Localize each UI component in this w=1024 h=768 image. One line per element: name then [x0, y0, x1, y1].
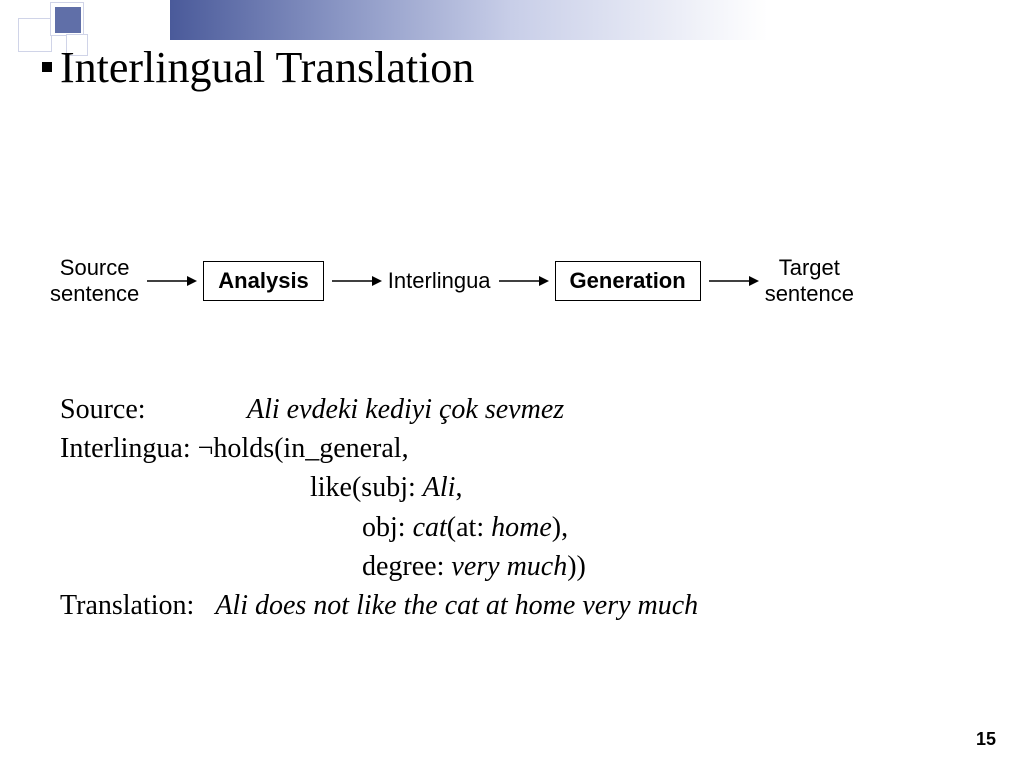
il-text-3b: cat	[413, 512, 447, 543]
source-label: Source:	[60, 390, 240, 429]
translation-text: Ali does not like the cat at home very m…	[215, 590, 698, 621]
deco-square-filled-icon	[50, 2, 84, 36]
header-decoration	[0, 0, 1024, 40]
node-analysis: Analysis	[203, 261, 324, 301]
arrow-icon	[497, 273, 549, 289]
translation-label: Translation:	[60, 586, 194, 625]
node-target: Target sentence	[765, 255, 854, 308]
arrow-icon	[707, 273, 759, 289]
il-text-3c: (at:	[447, 512, 491, 543]
arrow-icon	[145, 273, 197, 289]
il-text-2a: like(subj:	[310, 472, 423, 503]
il-text-2c: ,	[455, 472, 462, 503]
il-text-3a: obj:	[362, 512, 413, 543]
node-target-line2: sentence	[765, 281, 854, 306]
arrow-icon	[330, 273, 382, 289]
page-number: 15	[976, 729, 996, 750]
node-target-line1: Target	[779, 255, 840, 280]
interlingua-row-3: obj: cat(at: home),	[60, 508, 698, 547]
il-text-3e: ),	[552, 512, 568, 543]
il-text-3d: home	[491, 512, 552, 543]
node-generation: Generation	[555, 261, 701, 301]
il-text-4a: degree:	[362, 551, 451, 582]
node-source-line1: Source	[60, 255, 130, 280]
il-text-1: ¬holds(in_general,	[198, 433, 409, 464]
example-block: Source: Ali evdeki kediyi çok sevmez Int…	[60, 390, 698, 625]
title-bullet-icon	[42, 62, 52, 72]
header-gradient	[170, 0, 1024, 40]
il-text-2b: Ali	[423, 472, 456, 503]
deco-square-icon	[18, 18, 52, 52]
translation-row: Translation: Ali does not like the cat a…	[60, 586, 698, 625]
source-text: Ali evdeki kediyi çok sevmez	[247, 394, 564, 425]
interlingua-row-1: Interlingua: ¬holds(in_general,	[60, 429, 698, 468]
pipeline-diagram: Source sentence Analysis Interlingua Gen…	[50, 255, 974, 308]
node-source: Source sentence	[50, 255, 139, 308]
node-interlingua: Interlingua	[388, 268, 491, 294]
interlingua-row-2: like(subj: Ali,	[60, 468, 698, 507]
source-row: Source: Ali evdeki kediyi çok sevmez	[60, 390, 698, 429]
slide: Interlingual Translation Source sentence…	[0, 0, 1024, 768]
il-text-4b: very much	[451, 551, 567, 582]
il-text-4c: ))	[567, 551, 586, 582]
node-source-line2: sentence	[50, 281, 139, 306]
slide-title: Interlingual Translation	[60, 42, 474, 93]
interlingua-row-4: degree: very much))	[60, 547, 698, 586]
interlingua-label: Interlingua:	[60, 429, 191, 468]
